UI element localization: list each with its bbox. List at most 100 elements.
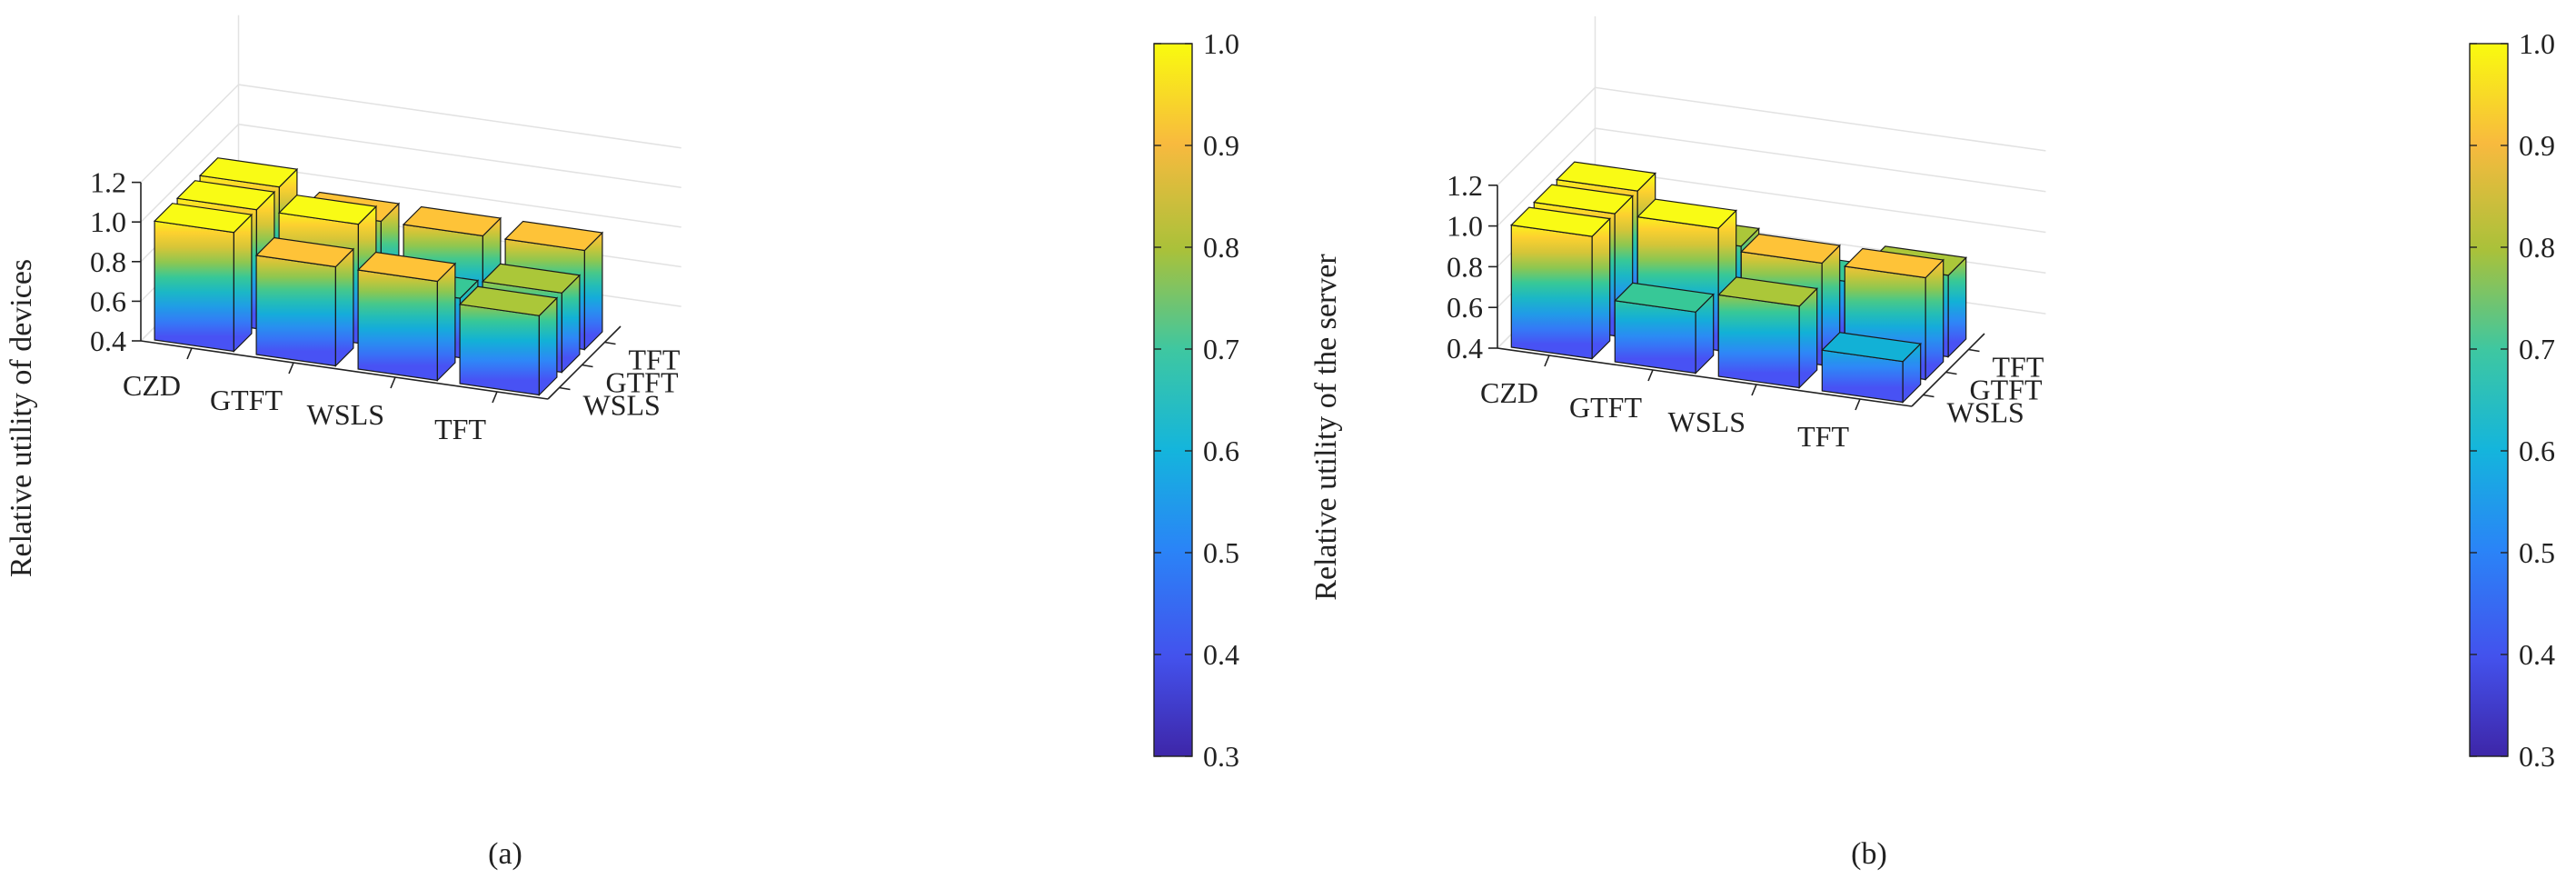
- colorbar-tick-label: 0.8: [2519, 231, 2555, 264]
- bar-top-face: [1556, 161, 1656, 192]
- panel-b-colorbar: 0.3 0.4 0.5 0.6 0.7 0.8 0.9 1.0: [2469, 27, 2555, 773]
- bar-top-face: [277, 195, 378, 225]
- x-tick-label: WSLS: [1668, 405, 1746, 438]
- y-tick-label: WSLS: [1947, 396, 2024, 429]
- z-tick-label: 0.4: [1447, 332, 1483, 365]
- bar-top-face: [1844, 247, 1944, 279]
- bar-front-face: [459, 304, 541, 396]
- colorbar-tick-label: 0.6: [1203, 435, 1239, 467]
- x-tick-label: WSLS: [307, 398, 384, 431]
- bar-side-face: [1925, 258, 1944, 381]
- colorbar-gradient: [1153, 43, 1193, 757]
- x-tick-label: GTFT: [210, 384, 283, 416]
- panel-b-zlabel: Relative utility of the server: [1309, 254, 1343, 601]
- bar-top-face: [175, 180, 276, 211]
- y-tick-label: TFT: [1993, 351, 2044, 384]
- bar-top-face: [254, 236, 355, 268]
- bar-top-face: [198, 157, 299, 188]
- x-tick: [390, 376, 396, 389]
- colorbar-tick-label: 0.3: [2519, 740, 2555, 773]
- bar-front-face: [255, 255, 336, 367]
- bar-top-face: [356, 251, 457, 283]
- x-tick: [1544, 355, 1550, 367]
- bar-top-face: [1821, 332, 1922, 363]
- colorbar-tick-label: 0.5: [2519, 536, 2555, 569]
- x-tick: [492, 391, 498, 404]
- x-tick-label: GTFT: [1569, 391, 1642, 424]
- panel-a-subfigure-label: (a): [488, 837, 522, 871]
- bar-top-face: [503, 220, 604, 252]
- z-tick-label: 1.2: [1447, 169, 1483, 202]
- z-tick-label: 0.8: [1447, 250, 1483, 283]
- x-tick: [1855, 398, 1861, 411]
- bar-top-face: [1510, 206, 1611, 237]
- bar-side-face: [233, 213, 253, 353]
- colorbar-tick-label: 0.3: [1203, 740, 1239, 773]
- y-tick-label: GTFT: [1970, 374, 2043, 406]
- x-tick: [288, 362, 294, 375]
- bar: [356, 251, 457, 382]
- x-tick: [186, 347, 193, 360]
- x-tick-label: TFT: [434, 413, 486, 445]
- z-tick-label: 1.0: [1447, 210, 1483, 243]
- bar-front-face: [1510, 224, 1593, 360]
- bar-front-face: [1614, 300, 1696, 375]
- z-tick-label: 1.0: [90, 205, 126, 238]
- x-tick: [1751, 384, 1757, 396]
- bar-side-face: [1591, 217, 1611, 360]
- bar-top-face: [153, 203, 254, 234]
- bar-top-face: [1717, 276, 1818, 307]
- panel-a-colorbar: 0.3 0.4 0.5 0.6 0.7 0.8 0.9 1.0: [1153, 27, 1239, 773]
- colorbar-tick-label: 0.9: [1203, 129, 1239, 162]
- x-tick-label: TFT: [1797, 420, 1849, 453]
- bar-front-face: [1717, 294, 1800, 389]
- y-tick: [1945, 371, 1957, 375]
- y-tick-label: WSLS: [583, 389, 661, 422]
- bar-top-face: [481, 263, 582, 294]
- colorbar-tick-label: 1.0: [2519, 27, 2555, 60]
- bar-front-face: [357, 269, 438, 382]
- y-tick: [559, 386, 571, 391]
- bar-side-face: [583, 231, 603, 351]
- panel-b-subfigure-label: (b): [1851, 837, 1887, 871]
- x-tick-label: CZD: [123, 369, 181, 402]
- colorbar-tick-label: 0.5: [1203, 536, 1239, 569]
- y-tick: [1923, 394, 1934, 398]
- colorbar-tick-label: 0.8: [1203, 231, 1239, 264]
- bar-top-face: [1614, 282, 1715, 313]
- colorbar-tick-label: 0.4: [1203, 638, 1239, 671]
- bar: [1844, 247, 1944, 381]
- colorbar-gradient: [2469, 43, 2509, 757]
- colorbar-tick-label: 0.7: [1203, 333, 1239, 365]
- y-tick: [1968, 348, 1980, 353]
- colorbar-tick-label: 0.9: [2519, 129, 2555, 162]
- bar-top-face: [402, 205, 502, 237]
- y-tick: [582, 364, 593, 368]
- colorbar-tick-label: 1.0: [1203, 27, 1239, 60]
- panel-a-zlabel: Relative utility of devices: [5, 259, 38, 577]
- y-axis: [547, 325, 622, 400]
- y-tick-label: GTFT: [606, 366, 679, 399]
- y-axis: [1911, 333, 1985, 407]
- y-tick: [604, 341, 616, 345]
- z-tick-label: 0.6: [1447, 291, 1483, 324]
- bar: [458, 285, 559, 396]
- panel-a-bars: [153, 157, 604, 396]
- z-tick-label: 0.8: [90, 245, 126, 278]
- bar: [1821, 332, 1922, 404]
- colorbar-tick-label: 0.4: [2519, 638, 2555, 671]
- z-tick-label: 0.6: [90, 285, 126, 317]
- bar-top-face: [1740, 233, 1841, 265]
- bar: [153, 203, 254, 353]
- bar-top-face: [458, 285, 559, 316]
- x-axis: [140, 340, 549, 400]
- x-tick: [1647, 369, 1654, 382]
- colorbar-tick-label: 0.6: [2519, 435, 2555, 467]
- bar: [1614, 282, 1715, 375]
- z-tick-label: 1.2: [90, 166, 126, 199]
